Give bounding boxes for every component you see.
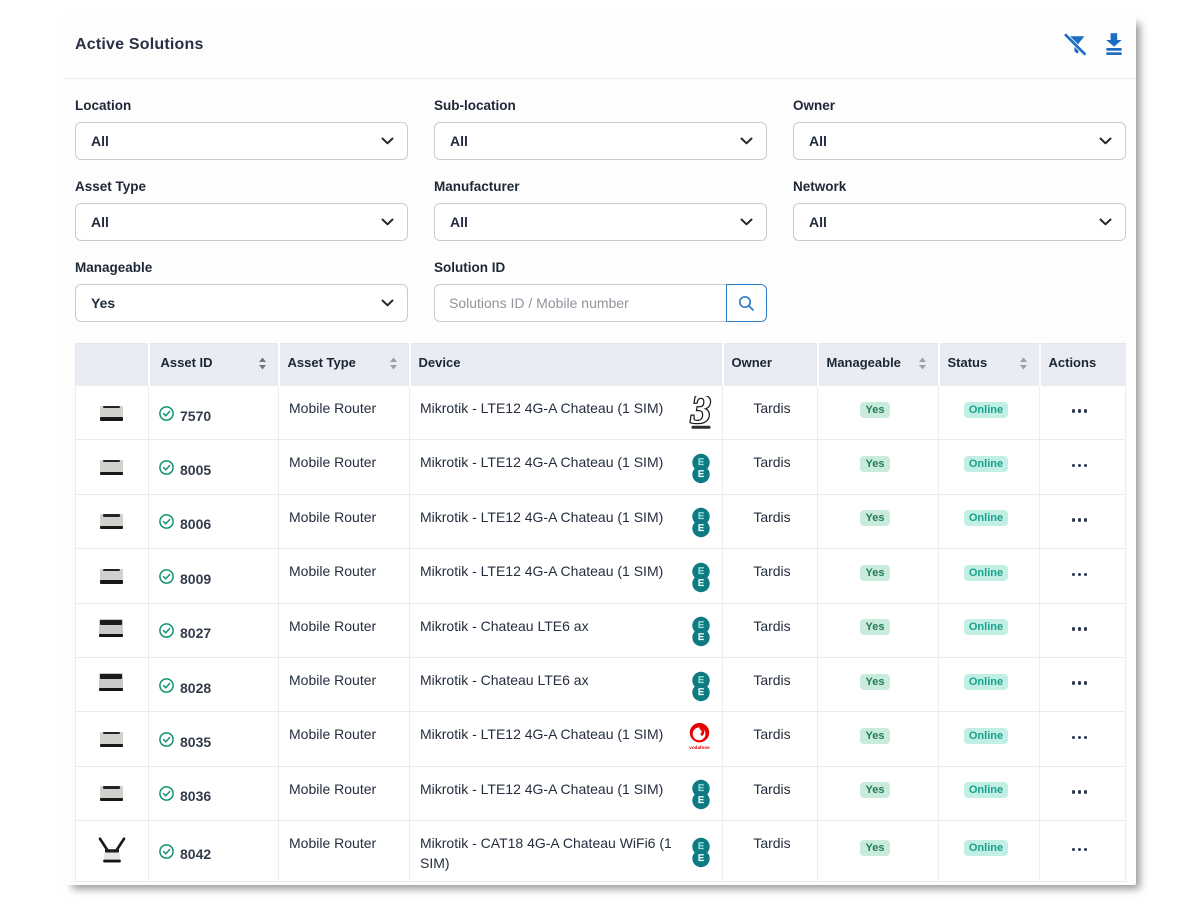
svg-text:3: 3: [690, 396, 711, 429]
svg-text:vodafone: vodafone: [689, 745, 710, 750]
